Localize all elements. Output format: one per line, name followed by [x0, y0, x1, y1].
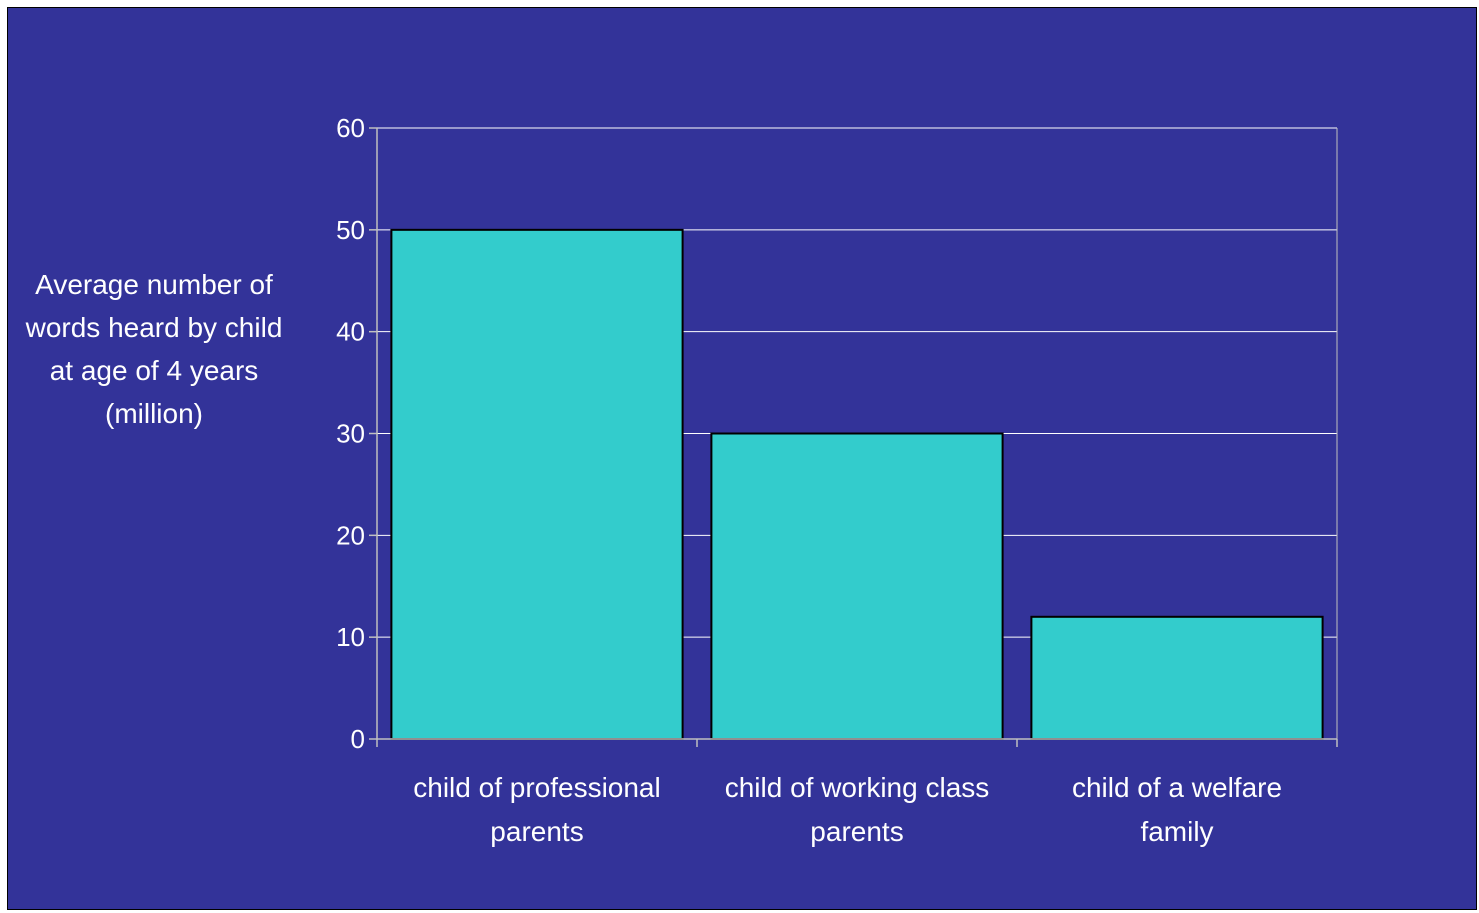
- bar-3: [1030, 615, 1324, 740]
- y-axis-title: Average number of words heard by child at …: [25, 269, 283, 429]
- y-tick-label: 20: [336, 520, 365, 550]
- y-tick-label: 50: [336, 215, 365, 245]
- bar-1: [390, 228, 684, 740]
- x-tick-label: child of a welfare family: [1072, 772, 1282, 847]
- x-tick-label: child of professional parents: [413, 772, 660, 847]
- y-tick-label: 0: [351, 724, 365, 754]
- y-tick-label: 60: [336, 113, 365, 143]
- y-tick-label: 40: [336, 317, 365, 347]
- y-axis-label: Average number of words heard by child at …: [25, 269, 283, 429]
- bar-2: [710, 432, 1004, 740]
- x-tick-label: child of working class parents: [725, 772, 990, 847]
- y-tick-label: 10: [336, 622, 365, 652]
- axes: [369, 127, 1338, 747]
- x-category-labels: child of professional parents child of wor…: [413, 772, 1282, 847]
- y-tick-labels: 0 10 20 30 40 50 60: [336, 113, 365, 754]
- y-tick-label: 30: [336, 419, 365, 449]
- bars: [390, 228, 1324, 740]
